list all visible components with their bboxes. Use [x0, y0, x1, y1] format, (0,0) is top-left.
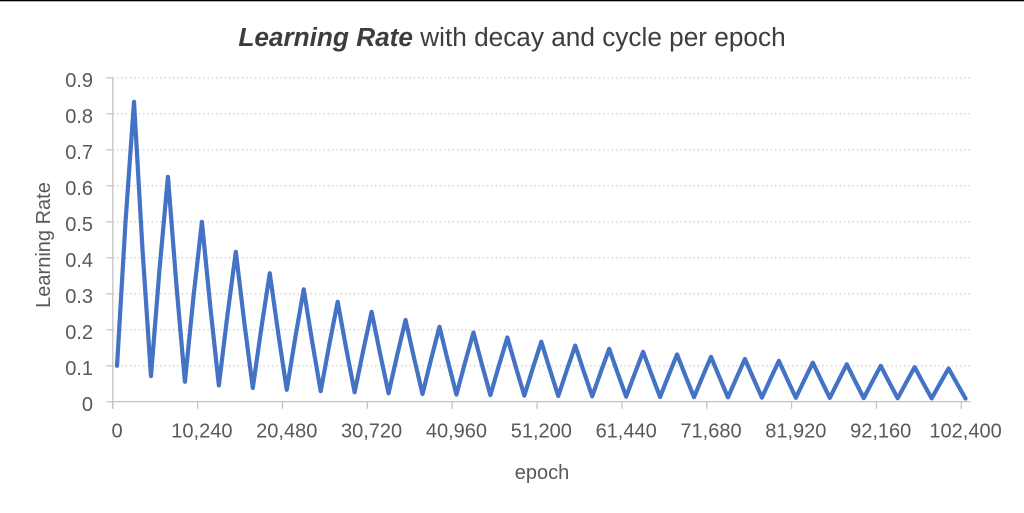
svg-text:0.5: 0.5 — [65, 214, 93, 236]
svg-text:0.9: 0.9 — [65, 70, 93, 92]
svg-text:30,720: 30,720 — [341, 421, 402, 443]
svg-text:epoch: epoch — [515, 462, 570, 484]
svg-text:0: 0 — [82, 394, 93, 416]
svg-text:0.1: 0.1 — [65, 358, 93, 380]
svg-text:61,440: 61,440 — [596, 421, 657, 443]
svg-text:92,160: 92,160 — [850, 421, 911, 443]
svg-text:20,480: 20,480 — [256, 421, 317, 443]
svg-text:0.6: 0.6 — [65, 178, 93, 200]
svg-text:51,200: 51,200 — [511, 421, 572, 443]
svg-text:Learning Rate with decay and c: Learning Rate with decay and cycle per e… — [238, 22, 785, 52]
svg-text:0.2: 0.2 — [65, 322, 93, 344]
svg-text:0.3: 0.3 — [65, 286, 93, 308]
svg-text:40,960: 40,960 — [426, 421, 487, 443]
svg-text:0.4: 0.4 — [65, 250, 93, 272]
svg-text:81,920: 81,920 — [765, 421, 826, 443]
svg-text:10,240: 10,240 — [171, 421, 232, 443]
svg-text:71,680: 71,680 — [680, 421, 741, 443]
svg-text:Learning Rate: Learning Rate — [33, 182, 55, 308]
svg-text:0.7: 0.7 — [65, 142, 93, 164]
svg-text:102,400: 102,400 — [929, 421, 1001, 443]
svg-text:0: 0 — [111, 421, 122, 443]
svg-text:0.8: 0.8 — [65, 106, 93, 128]
